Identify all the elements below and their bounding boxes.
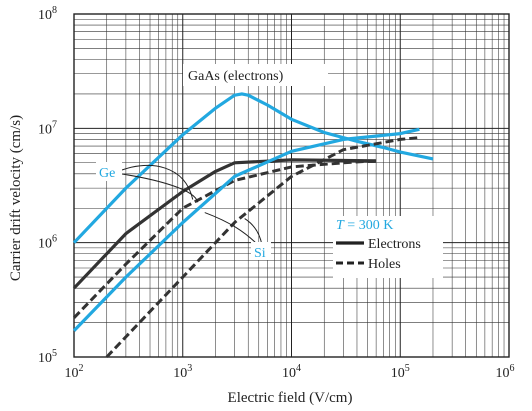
ge-label-box <box>96 162 122 181</box>
series-ge-holes <box>72 159 377 319</box>
y-axis-title: Carrier drift velocity (cm/s) <box>8 115 24 281</box>
ge-label: Ge <box>99 166 115 181</box>
series-layer <box>72 92 434 359</box>
gaas-label-box <box>183 64 328 86</box>
legend: T = 300 K Electrons Holes <box>333 216 443 278</box>
si-label: Si <box>254 246 266 261</box>
x-tick-label: 104 <box>282 363 301 381</box>
y-tick-label: 107 <box>38 119 57 137</box>
gaas-label: GaAs (electrons) <box>188 69 284 84</box>
y-tick-label: 106 <box>38 234 57 252</box>
legend-background <box>333 216 443 278</box>
series-gaas-electrons <box>72 92 434 244</box>
x-tick-label: 102 <box>65 363 84 381</box>
series-ge-electrons <box>72 158 377 290</box>
y-tick-label: 105 <box>38 348 57 366</box>
legend-electrons-label: Electrons <box>368 237 421 252</box>
temperature-label: T = 300 K <box>336 218 393 233</box>
x-tick-label: 105 <box>391 363 410 381</box>
plot-frame <box>73 13 510 358</box>
annotation-pointers <box>121 164 263 246</box>
series-si-electrons <box>72 127 420 332</box>
x-axis-title: Electric field (V/cm) <box>228 390 353 406</box>
y-tick-label: 108 <box>38 5 57 23</box>
series-si-holes <box>105 136 420 359</box>
y-tick-labels: 105 106 107 108 <box>38 5 57 366</box>
x-tick-labels: 102 103 104 105 106 <box>65 363 515 381</box>
si-electrons-pointer <box>204 212 259 246</box>
si-label-box <box>251 242 271 260</box>
ge-electrons-pointer <box>121 164 194 200</box>
legend-holes-label: Holes <box>368 257 401 272</box>
ge-holes-pointer <box>121 173 199 203</box>
x-tick-label: 103 <box>173 363 192 381</box>
x-tick-label: 106 <box>496 363 515 381</box>
